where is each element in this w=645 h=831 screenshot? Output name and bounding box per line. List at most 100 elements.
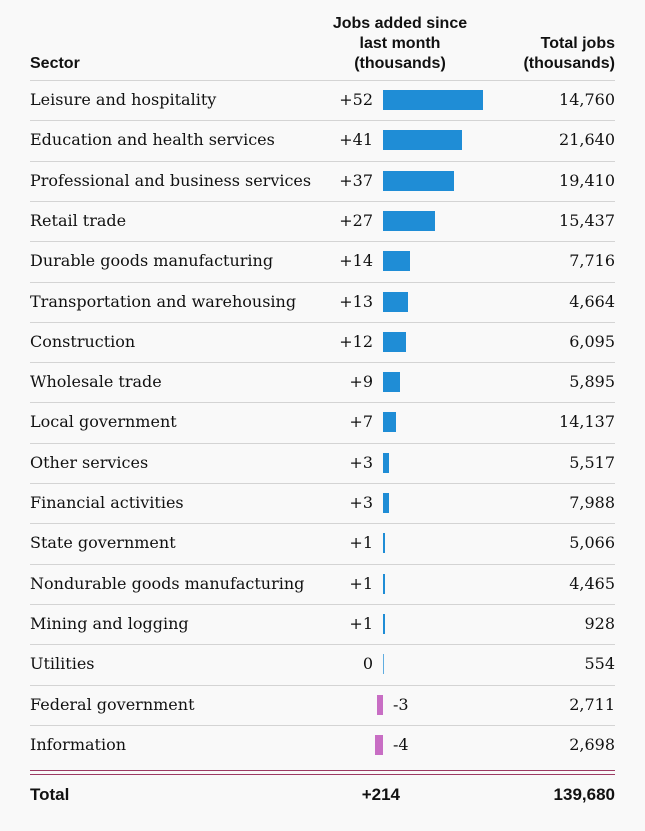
jobs-added-value: +1 xyxy=(349,573,373,593)
table-row: Transportation and warehousing +13 4,664 xyxy=(0,282,645,322)
jobs-added-value: +12 xyxy=(339,331,373,351)
jobs-added-bar xyxy=(383,90,483,110)
total-jobs: 139,680 xyxy=(553,785,615,804)
row-rule xyxy=(30,442,615,444)
sector-name: Nondurable goods manufacturing xyxy=(30,573,305,593)
table-row: Retail trade +27 15,437 xyxy=(0,201,645,241)
total-jobs-value: 19,410 xyxy=(559,170,615,190)
row-rule xyxy=(30,724,615,726)
jobs-added-bar xyxy=(383,291,408,312)
jobs-added-bar xyxy=(383,493,389,513)
total-jobs-value: 928 xyxy=(584,613,615,633)
jobs-added-bar xyxy=(383,251,410,272)
row-rule xyxy=(30,402,615,404)
header-rule xyxy=(30,80,615,81)
jobs-added-value: +3 xyxy=(349,493,373,512)
jobs-added-bar xyxy=(383,130,462,151)
jobs-added-bar xyxy=(383,452,389,473)
total-jobs-value: 7,716 xyxy=(569,251,615,271)
table-row: Professional and business services +37 19,… xyxy=(0,161,645,201)
jobs-added-value: -3 xyxy=(393,694,409,714)
table-row: Federal government -3 2,711 xyxy=(0,685,645,725)
jobs-added-bar xyxy=(383,372,401,393)
table-header: Sector Jobs added since last month (thou… xyxy=(0,0,645,80)
total-jobs-value: 14,137 xyxy=(559,412,615,432)
total-row: Total +214 139,680 xyxy=(0,779,645,811)
sector-name: Leisure and hospitality xyxy=(30,90,217,109)
table-row: Nondurable goods manufacturing +1 4,465 xyxy=(0,564,645,604)
table-row: Utilities 0 554 xyxy=(0,644,645,684)
jobs-added-value: +13 xyxy=(339,291,373,311)
table-row: Construction +12 6,095 xyxy=(0,322,645,362)
table-row: Leisure and hospitality +52 14,760 xyxy=(0,80,645,120)
total-jobs-value: 2,711 xyxy=(569,694,615,714)
total-jobs-value: 2,698 xyxy=(569,734,615,754)
row-rule xyxy=(30,281,615,283)
total-change: +214 xyxy=(361,785,400,804)
sector-name: Financial activities xyxy=(30,493,184,512)
table-row: Education and health services +41 21,640 xyxy=(0,120,645,160)
row-rule xyxy=(30,523,615,525)
row-rule xyxy=(30,200,615,202)
sector-name: Durable goods manufacturing xyxy=(30,251,274,271)
table-row: Mining and logging +1 928 xyxy=(0,604,645,644)
jobs-added-bar xyxy=(383,613,385,634)
row-rule xyxy=(30,684,615,686)
sector-name: Retail trade xyxy=(30,210,127,230)
row-rule xyxy=(30,603,615,605)
sector-name: Utilities xyxy=(30,654,95,674)
total-rule-bottom xyxy=(30,774,615,775)
row-rule xyxy=(30,120,615,122)
total-jobs-value: 5,066 xyxy=(569,533,615,553)
sector-name: Construction xyxy=(30,331,136,351)
row-rule xyxy=(30,160,615,162)
total-jobs-value: 14,760 xyxy=(559,90,615,109)
total-rule-top xyxy=(30,770,615,771)
header-total-jobs: Total jobs (thousands) xyxy=(523,35,615,72)
table-row: Wholesale trade +9 5,895 xyxy=(0,362,645,402)
jobs-added-bar xyxy=(375,734,383,755)
sector-name: State government xyxy=(30,533,176,553)
table-row: Other services +3 5,517 xyxy=(0,443,645,483)
header-jobs-added: Jobs added since last month (thousands) xyxy=(332,15,468,72)
jobs-added-value: +14 xyxy=(339,251,373,271)
table-row: Local government +7 14,137 xyxy=(0,402,645,442)
sector-name: Education and health services xyxy=(30,130,275,150)
table-row: State government +1 5,066 xyxy=(0,523,645,563)
jobs-added-value: +9 xyxy=(349,372,373,392)
jobs-added-value: +1 xyxy=(349,533,373,553)
jobs-added-bar xyxy=(377,694,383,715)
row-rule xyxy=(30,362,615,364)
jobs-added-bar xyxy=(383,170,455,191)
total-label: Total xyxy=(30,785,70,804)
total-jobs-value: 554 xyxy=(584,654,615,674)
total-jobs-value: 7,988 xyxy=(569,493,615,512)
header-sector: Sector xyxy=(30,55,80,72)
jobs-added-bar xyxy=(383,654,384,675)
row-rule xyxy=(30,321,615,323)
total-jobs-value: 5,895 xyxy=(569,372,615,392)
jobs-added-bar xyxy=(383,210,435,231)
row-rule xyxy=(30,563,615,565)
total-jobs-value: 5,517 xyxy=(569,452,615,472)
jobs-added-value: +1 xyxy=(349,613,373,633)
row-rule xyxy=(30,483,615,484)
jobs-added-value: +3 xyxy=(349,452,373,472)
table-row: Durable goods manufacturing +14 7,716 xyxy=(0,241,645,281)
row-rule xyxy=(30,644,615,646)
sector-name: Local government xyxy=(30,412,177,432)
total-jobs-value: 15,437 xyxy=(559,210,615,230)
table-row: Information -4 2,698 xyxy=(0,725,645,765)
sector-name: Federal government xyxy=(30,694,195,714)
jobs-added-value: 0 xyxy=(362,654,373,674)
total-jobs-value: 4,664 xyxy=(569,291,615,311)
jobs-added-value: +41 xyxy=(339,130,373,150)
jobs-added-bar xyxy=(383,331,407,352)
table-row: Financial activities +3 7,988 xyxy=(0,483,645,523)
total-jobs-value: 21,640 xyxy=(559,130,615,150)
sector-name: Transportation and warehousing xyxy=(30,291,297,311)
jobs-added-value: +52 xyxy=(339,90,373,109)
sector-name: Mining and logging xyxy=(30,613,189,633)
jobs-added-value: +37 xyxy=(339,170,373,190)
